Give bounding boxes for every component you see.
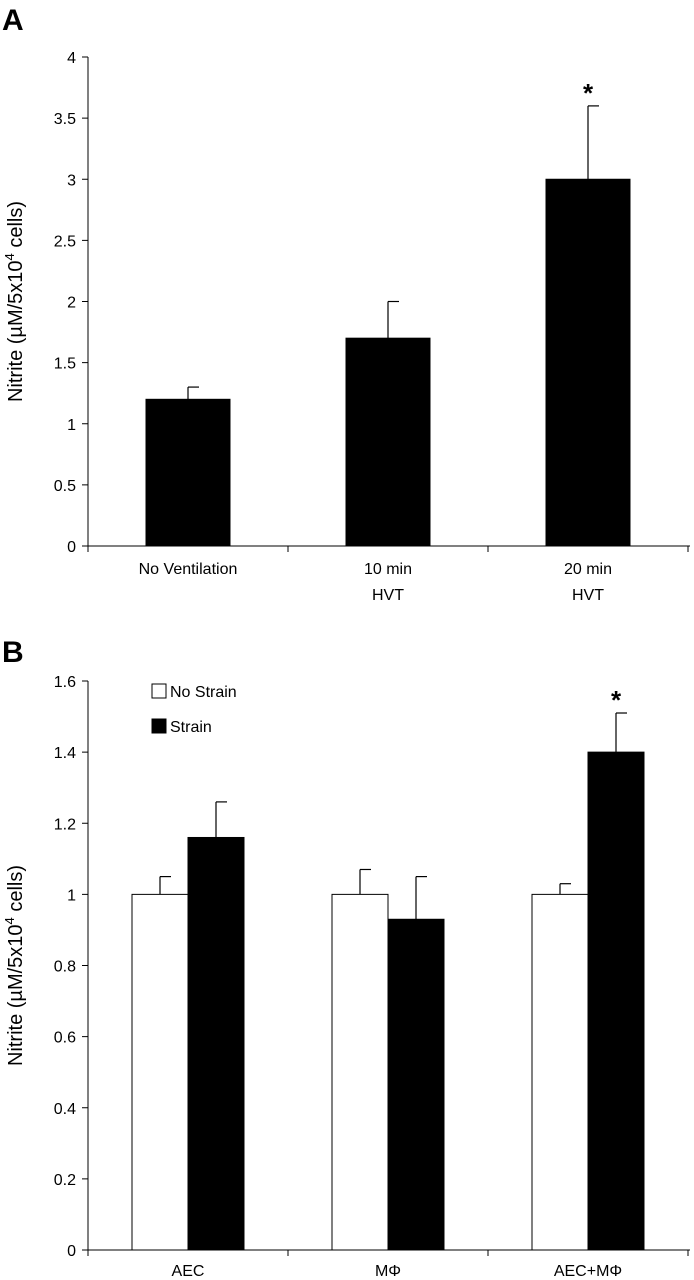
chart-panel-b: B 0 0.2 0.4 0.6 0.8 1 1.2 1.4 1.6 Nitrite (µM/5x10… [2,636,690,1280]
bar [331,893,389,1251]
y-tick-label: 0.8 [54,959,76,976]
bar [131,893,189,1251]
bar [531,893,589,1251]
y-tick-label: 1.6 [54,674,76,691]
bar [187,836,245,1251]
bar [545,178,631,547]
y-axis-label: Nitrite (µM/5x104 cells) [2,865,27,1066]
y-axis-label-part: Nitrite (µM/5x10 [5,924,27,1066]
bar [387,918,445,1251]
y-axis-label-part: cells) [5,201,27,253]
significance-marker: * [611,685,622,715]
y-tick-label: 0.6 [54,1030,76,1047]
y-axis-label-superscript: 4 [2,253,17,260]
legend-swatch [151,683,167,699]
y-tick-label: 1 [67,887,76,904]
x-category-label: AEC+MΦ [554,1263,622,1280]
legend-swatch [151,718,167,734]
y-tick-label: 2.5 [54,233,76,250]
y-tick-label: 3.5 [54,111,76,128]
bar [145,398,231,547]
y-axis-label-part: cells) [5,865,27,917]
x-category-label: 10 min [364,561,412,578]
x-category-label: No Ventilation [139,561,238,578]
bar [345,337,431,547]
y-tick-label: 0.2 [54,1172,76,1189]
y-axis-label: Nitrite (µM/5x104 cells) [2,201,27,402]
bar [587,751,645,1251]
x-category-label: 20 min [564,561,612,578]
y-axis-label-part: Nitrite (µM/5x10 [5,260,27,402]
y-tick-label: 1 [67,417,76,434]
y-tick-label: 1.5 [54,356,76,373]
x-category-label: MΦ [375,1263,401,1280]
y-tick-label: 3 [67,172,76,189]
y-tick-label: 0 [67,1243,76,1260]
legend-label: No Strain [170,684,237,701]
y-tick-label: 1.2 [54,816,76,833]
y-axis-label-superscript: 4 [2,917,17,924]
panel-label: B [2,636,24,669]
panel-label: A [2,4,24,37]
significance-marker: * [583,78,594,108]
y-tick-label: 4 [67,50,76,67]
y-tick-label: 2 [67,295,76,312]
y-tick-label: 1.4 [54,745,76,762]
x-category-label: HVT [572,587,604,604]
x-category-label: AEC [172,1263,205,1280]
legend-label: Strain [170,719,212,736]
y-tick-label: 0 [67,539,76,556]
y-tick-label: 0.5 [54,478,76,495]
x-category-label: HVT [372,587,404,604]
y-tick-label: 0.4 [54,1101,76,1118]
